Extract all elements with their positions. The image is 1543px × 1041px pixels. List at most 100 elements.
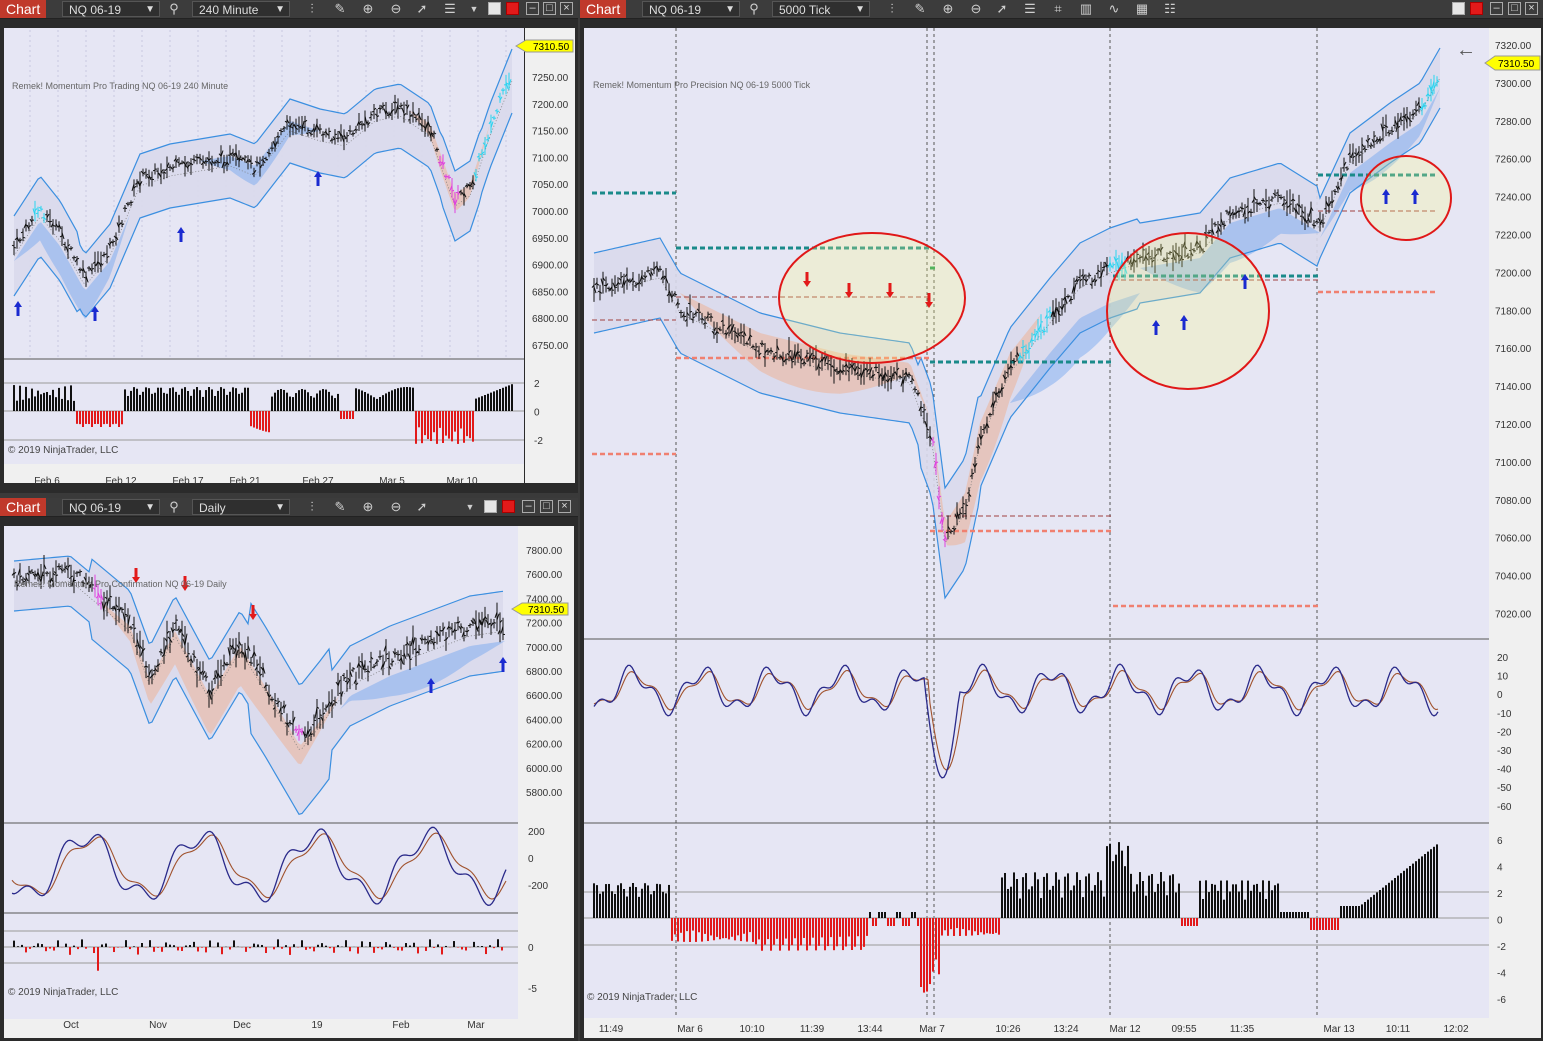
price-bar-open [200,670,204,674]
zoom-in-icon[interactable]: ⊕ [942,1,954,16]
price-bar-close [100,262,104,266]
red-button[interactable] [1470,2,1483,15]
x-axis-tick-label: Mar [467,1020,485,1031]
price-bar-close [809,352,813,359]
price-bar-open [1362,147,1366,151]
zoom-in-icon[interactable]: ⊕ [362,1,374,16]
instrument-select[interactable]: NQ 06-19 ▼ [642,1,740,17]
chevron-down-icon: ▼ [145,4,155,15]
maximize-button[interactable]: □ [540,500,553,513]
red-button[interactable] [506,2,519,15]
period-select[interactable]: 5000 Tick ▼ [772,1,870,17]
bars-icon[interactable]: ⫶ [310,499,314,514]
drawing-tools-icon[interactable]: ⌗ [1054,1,1062,16]
price-bar-close [499,96,503,101]
period-select[interactable]: 240 Minute ▼ [192,1,290,17]
price-bar-close [713,327,717,332]
close-button[interactable]: × [558,500,571,513]
price-bar-close [415,118,419,121]
price-bar-close [217,161,221,164]
grey-button[interactable] [1452,2,1465,15]
price-bar-open [71,257,75,259]
minimize-button[interactable]: – [1490,2,1503,15]
price-bar-close [1229,213,1233,218]
chevron-down-icon[interactable]: ▼ [465,502,475,512]
maximize-button[interactable]: □ [543,2,556,15]
search-icon[interactable]: ⚲ [169,499,179,514]
price-bar-close [118,606,122,613]
price-bar-close [451,189,455,192]
price-bar-close [439,160,443,164]
price-bar-open [1056,306,1060,316]
minimize-button[interactable]: – [522,500,535,513]
zoom-out-icon[interactable]: ⊖ [390,499,402,514]
price-bar-open [71,576,75,587]
price-bar-open [1269,199,1273,201]
indicators-icon[interactable]: ▥ [1079,1,1093,16]
pointer-icon[interactable]: ➚ [416,1,428,16]
price-bar-open [1029,337,1033,343]
close-button[interactable]: × [1525,2,1538,15]
properties-icon[interactable]: ☰ [1024,1,1036,16]
bars-icon[interactable]: ⫶ [310,1,314,16]
price-axis-tick-label: 7000.00 [532,207,569,218]
zoom-out-icon[interactable]: ⊖ [390,1,402,16]
price-chart-daily[interactable]: Remek! Momentum Pro Confirmation NQ 06-1… [0,516,578,1041]
maximize-button[interactable]: □ [1508,2,1521,15]
red-button[interactable] [502,500,515,513]
price-bar-open [29,218,33,223]
bars-icon[interactable]: ⫶ [890,1,894,16]
price-bar-open [855,371,859,375]
pencil-icon[interactable]: ✎ [334,499,346,514]
price-bar-open [1017,355,1021,361]
search-icon[interactable]: ⚲ [169,1,179,16]
price-bar-open [693,312,697,316]
pointer-icon[interactable]: ➚ [416,499,428,514]
price-bar-open [1377,137,1381,142]
price-bar-open [89,268,93,272]
chart-tab[interactable]: Chart [0,0,47,18]
price-chart-240min[interactable]: Remek! Momentum Pro Trading NQ 06-19 240… [0,18,578,493]
minimize-button[interactable]: – [526,2,539,15]
period-select[interactable]: Daily ▼ [192,499,290,515]
price-bar-close [1103,265,1107,269]
price-bar-close [599,291,603,294]
price-chart-5000tick[interactable]: Remek! Momentum Pro Precision NQ 06-19 5… [580,18,1543,1041]
chart-tab[interactable]: Chart [0,498,47,516]
grey-button[interactable] [488,2,501,15]
price-bar-close [791,361,795,363]
properties-icon[interactable]: ☰ [444,1,456,16]
zoom-out-icon[interactable]: ⊖ [970,1,982,16]
chart-tab[interactable]: Chart [580,0,627,18]
strategies-icon[interactable]: ∿ [1108,1,1120,16]
price-bar-close [172,628,176,632]
price-bar-close [1238,210,1242,213]
price-bar-open [1179,255,1183,262]
close-button[interactable]: × [560,2,573,15]
x-axis-tick-label: Mar 6 [677,1024,703,1035]
back-arrow-icon[interactable]: ← [1456,39,1476,61]
instrument-select[interactable]: NQ 06-19 ▼ [62,1,160,17]
buy-arrow-icon [499,657,507,672]
pointer-icon[interactable]: ➚ [996,1,1008,16]
price-bar-close [926,428,930,431]
zoom-in-icon[interactable]: ⊕ [362,499,374,514]
price-bar-open [1314,220,1318,223]
pencil-icon[interactable]: ✎ [914,1,926,16]
list-icon[interactable]: ☷ [1164,1,1176,16]
instrument-value: NQ 06-19 [69,3,122,17]
calculator-icon[interactable]: ▦ [1135,1,1149,16]
price-bar-open [903,371,907,376]
price-bar-open [101,601,105,613]
pencil-icon[interactable]: ✎ [334,1,346,16]
price-bar-close [710,315,714,318]
price-bar-close [857,366,861,370]
grey-button[interactable] [484,500,497,513]
buy-arrow-icon [1180,315,1188,330]
instrument-select[interactable]: NQ 06-19 ▼ [62,499,160,515]
price-bar-close [833,369,837,372]
price-bar-open [236,157,240,161]
search-icon[interactable]: ⚲ [749,1,759,16]
chevron-down-icon[interactable]: ▼ [469,4,479,14]
price-bar-close [205,160,209,163]
